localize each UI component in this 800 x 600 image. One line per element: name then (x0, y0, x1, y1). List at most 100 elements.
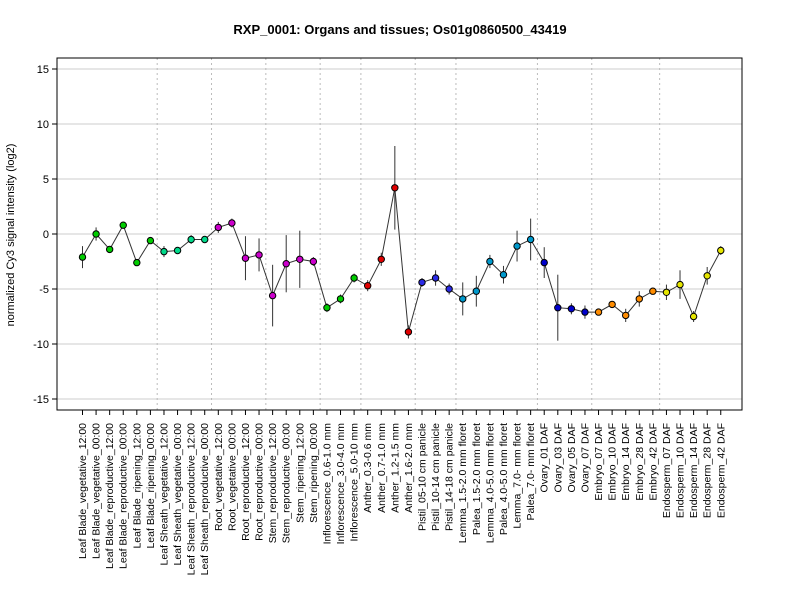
x-tick-label: Embryo_14 DAF (620, 423, 632, 501)
x-tick-label: Embryo_07 DAF (593, 423, 605, 501)
x-tick-label: Anther_1.6-2.0 mm (403, 423, 415, 513)
error-bars (82, 146, 722, 341)
y-tick-label: -10 (33, 339, 49, 351)
data-point (594, 308, 603, 316)
data-point (309, 257, 318, 266)
data-point (486, 257, 494, 266)
y-axis: -15 -10 -5 0 5 10 15 (33, 64, 57, 406)
data-point (160, 247, 168, 256)
data-point (78, 253, 87, 261)
data-point (526, 235, 535, 244)
data-point (404, 328, 413, 336)
data-point (513, 242, 521, 250)
data-point (105, 245, 114, 254)
x-tick-label: Palea_7.0- mm floret (525, 423, 537, 521)
group-separators (156, 58, 661, 410)
x-tick-label: Endosperm_10 DAF (675, 423, 687, 518)
data-point (323, 304, 331, 312)
x-tick-label: Pistil_05-10 cm panicle (417, 423, 429, 531)
x-axis: Leaf Blade_vegetative_12:00 Leaf Blade_ve… (77, 410, 727, 575)
x-tick-label: Stem_reproductive_12:00 (267, 423, 279, 543)
data-point (622, 311, 630, 320)
x-tick-label: Lemma_7.0- mm floret (512, 423, 524, 529)
x-tick-label: Lemma_4.0-5.0 mm floret (484, 423, 496, 543)
y-tick-label: -15 (33, 394, 49, 406)
horizontal-gridlines (57, 68, 742, 400)
x-tick-label: Root_reproductive_12:00 (240, 423, 252, 541)
x-tick-label: Anther_1.2-1.5 mm (389, 423, 401, 513)
x-tick-label: Pistil_14-18 cm panicle (444, 423, 456, 531)
data-point (499, 271, 508, 279)
data-point (187, 235, 195, 244)
y-tick-label: -5 (39, 284, 49, 296)
y-tick-label: 10 (37, 119, 49, 131)
y-axis-label: normalized Cy3 signal intensity (log2) (5, 144, 17, 327)
x-tick-label: Endosperm_42 DAF (715, 423, 727, 518)
data-point (214, 223, 223, 232)
x-tick-label: Leaf Blade_ripening_12:00 (131, 423, 143, 549)
x-tick-label: Leaf Blade_vegetative_00:00 (91, 423, 103, 559)
x-tick-label: Endosperm_28 DAF (702, 423, 714, 518)
data-point (635, 295, 643, 303)
data-point (391, 184, 399, 192)
x-tick-label: Leaf Blade_reproductive_12:00 (104, 423, 116, 569)
x-tick-label: Endosperm_07 DAF (661, 423, 673, 518)
data-point (363, 282, 372, 290)
x-tick-label: Embryo_28 DAF (634, 423, 646, 501)
x-tick-label: Palea_1.5-2.0 mm floret (471, 423, 483, 535)
x-tick-label: Inflorescence_3.0-4.0 mm (335, 423, 347, 545)
y-tick-label: 0 (43, 229, 49, 241)
data-point (472, 287, 481, 295)
data-point (445, 285, 453, 293)
y-tick-label: 5 (43, 174, 49, 186)
data-point (377, 255, 385, 263)
data-point (255, 251, 263, 259)
data-points (78, 184, 725, 336)
x-tick-label: Root_reproductive_00:00 (254, 423, 266, 541)
x-tick-label: Anther_0.7-1.0 mm (376, 423, 388, 513)
x-tick-label: Embryo_10 DAF (607, 423, 619, 501)
data-point (554, 304, 562, 312)
data-point (146, 236, 155, 245)
data-point (649, 287, 657, 295)
data-point (418, 278, 426, 287)
series-line (82, 187, 722, 333)
x-tick-label: Ovary_07 DAF (579, 423, 591, 492)
data-point (540, 258, 548, 267)
x-tick-label: Ovary_01 DAF (539, 423, 551, 492)
data-point (282, 260, 290, 268)
data-point (581, 308, 589, 316)
data-point (173, 246, 182, 255)
data-point (228, 219, 236, 227)
data-point (92, 230, 100, 238)
data-point (689, 312, 698, 321)
x-tick-label: Endosperm_14 DAF (688, 423, 700, 518)
data-point (676, 280, 684, 289)
data-point (241, 254, 250, 262)
data-point (133, 258, 141, 267)
data-point (608, 300, 616, 309)
x-tick-label: Stem_reproductive_00:00 (281, 423, 293, 543)
data-point (268, 291, 277, 300)
data-point (201, 235, 209, 244)
data-point (717, 246, 725, 255)
data-point (567, 305, 576, 313)
data-point (459, 295, 467, 303)
x-tick-label: Pistil_10-14 cm panicle (430, 423, 442, 531)
x-tick-label: Leaf Sheath_vegetative_00:00 (172, 423, 184, 566)
x-tick-label: Lemma_1.5-2.0 mm floret (457, 423, 469, 543)
data-point (350, 274, 358, 282)
x-tick-label: Root_vegetative_00:00 (226, 423, 238, 531)
x-tick-label: Ovary_03 DAF (552, 423, 564, 492)
data-point (431, 274, 440, 282)
x-tick-label: Stem_ripening_00:00 (308, 423, 320, 523)
x-tick-label: Inflorescence_5.0-10 mm (349, 423, 361, 542)
x-tick-label: Palea_4.0-5.0 mm floret (498, 423, 510, 535)
x-tick-label: Stem_ripening_12:00 (294, 423, 306, 523)
data-point (703, 272, 711, 280)
y-tick-label: 15 (37, 64, 49, 76)
chart-title: RXP_0001: Organs and tissues; Os01g08605… (233, 22, 566, 37)
x-tick-label: Leaf Blade_ripening_00:00 (145, 423, 157, 549)
x-tick-label: Anther_0.3-0.6 mm (362, 423, 374, 513)
